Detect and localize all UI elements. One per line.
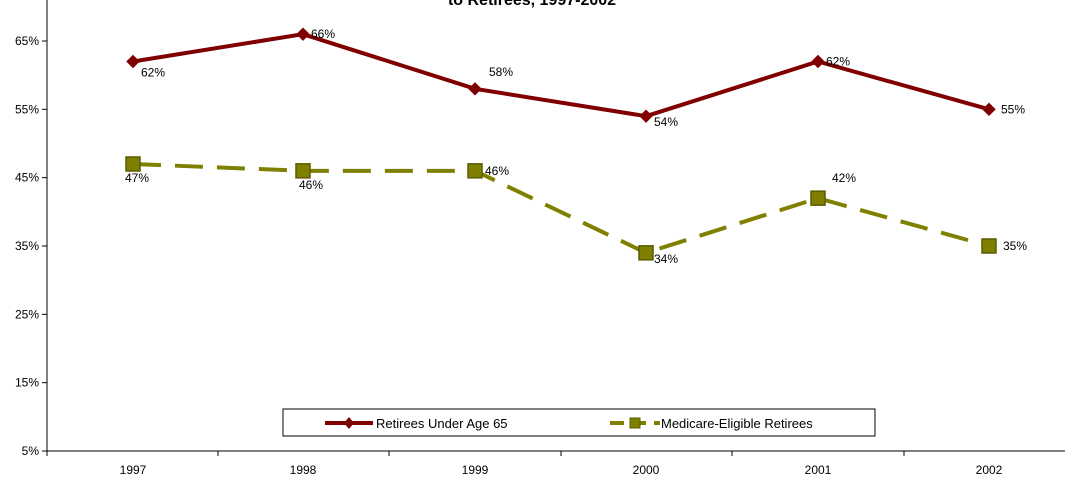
x-tick-label: 2000 xyxy=(633,463,660,477)
x-tick-label: 2001 xyxy=(805,463,832,477)
data-point xyxy=(126,54,140,69)
legend-marker xyxy=(629,417,641,429)
series-line xyxy=(132,162,990,255)
data-point xyxy=(811,54,825,69)
y-tick-label: 25% xyxy=(15,307,39,321)
legend-label: Medicare-Eligible Retirees xyxy=(661,416,813,431)
data-label: 46% xyxy=(485,164,509,178)
data-point xyxy=(638,245,654,261)
axes: 65% 55% 45% 35% 25% 15% 5% 1997 1998 1999 2000 2001… xyxy=(15,0,1065,477)
x-tick-label: 1999 xyxy=(462,463,489,477)
legend-item: Retirees Under Age 65 xyxy=(325,416,508,431)
data-label: 62% xyxy=(141,66,165,80)
data-label: 46% xyxy=(299,178,323,192)
data-point xyxy=(810,190,826,206)
y-tick-label: 45% xyxy=(15,171,39,185)
data-point xyxy=(982,102,996,117)
series-medicare-eligible: 47% 46% 46% 34% 42% 35% xyxy=(125,156,1027,266)
y-tick-label: 65% xyxy=(15,34,39,48)
legend-label: Retirees Under Age 65 xyxy=(376,416,508,431)
y-tick-label: 55% xyxy=(15,102,39,116)
data-label: 54% xyxy=(654,115,678,129)
y-tick-label: 15% xyxy=(15,376,39,390)
data-point xyxy=(639,109,653,123)
legend-box xyxy=(282,408,876,437)
x-tick-label: 1997 xyxy=(120,463,147,477)
data-label: 58% xyxy=(489,65,513,79)
legend-marker xyxy=(344,417,354,429)
data-point xyxy=(981,238,997,254)
series-line xyxy=(132,32,990,119)
data-point xyxy=(125,156,141,172)
chart-title: to Retirees, 1997-2002 xyxy=(448,0,616,9)
x-tick-label: 2002 xyxy=(976,463,1003,477)
data-label: 47% xyxy=(125,171,149,185)
legend: Retirees Under Age 65 Medicare-Eligible R… xyxy=(282,408,876,437)
data-label: 34% xyxy=(654,252,678,266)
data-point xyxy=(296,27,310,41)
data-point xyxy=(295,163,311,179)
series-retirees-under-65: 62% 66% 58% 54% 62% 55% xyxy=(126,27,1025,129)
series-layer: 62% 66% 58% 54% 62% 55% 47% 46% 46% 34% 42% 35% xyxy=(125,27,1027,266)
data-label: 62% xyxy=(826,55,850,69)
data-label: 35% xyxy=(1003,239,1027,253)
legend-item: Medicare-Eligible Retirees xyxy=(610,416,813,431)
data-label: 42% xyxy=(832,171,856,185)
y-tick-label: 35% xyxy=(15,239,39,253)
data-point xyxy=(467,163,483,179)
data-point xyxy=(468,82,482,96)
x-tick-label: 1998 xyxy=(290,463,317,477)
data-label: 66% xyxy=(311,27,335,41)
data-label: 55% xyxy=(1001,102,1025,116)
y-tick-label: 5% xyxy=(22,444,40,458)
